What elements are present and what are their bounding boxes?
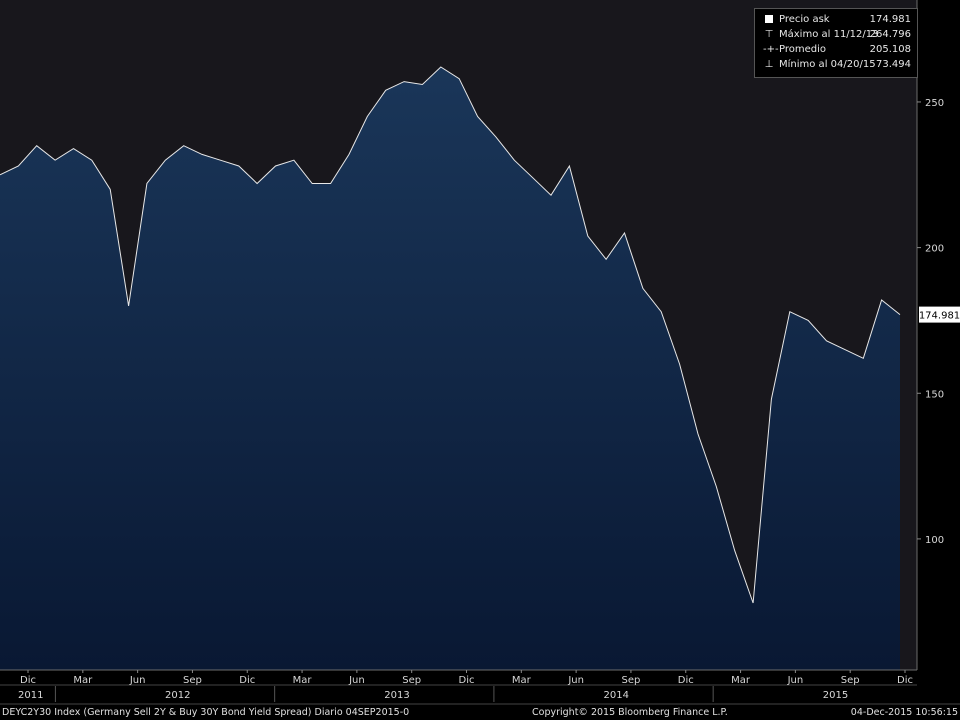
max-marker-icon: ⊤ [764, 29, 774, 40]
avg-marker-icon: -+- [763, 44, 779, 55]
last-price-marker: 174.981 [919, 306, 960, 323]
x-tick-label: Dic [678, 675, 694, 686]
y-tick-label: 200 [925, 244, 944, 255]
legend-label: Mínimo al 04/20/15 [779, 59, 876, 70]
x-tick-label: Mar [512, 675, 532, 686]
x-tick-label: Jun [348, 675, 365, 686]
footer-index-info: DEYC2Y30 Index (Germany Sell 2Y & Buy 30… [2, 707, 410, 718]
x-tick-label: Sep [183, 675, 202, 686]
legend-value: 174.981 [869, 14, 911, 25]
x-tick-label: Mar [293, 675, 313, 686]
y-axis-ticks: 100 150 200 250 [917, 98, 944, 546]
x-tick-label: Mar [73, 675, 93, 686]
series-area [0, 67, 900, 670]
footer-timestamp: 04-Dec-2015 10:56:15 [850, 707, 958, 718]
x-tick-label: Jun [567, 675, 584, 686]
x-tick-label: Sep [622, 675, 641, 686]
x-tick-label: Dic [897, 675, 913, 686]
legend-label: Promedio [779, 44, 827, 55]
legend-value: 205.108 [869, 44, 911, 55]
x-year-label: 2012 [165, 690, 190, 701]
y-tick-label: 100 [925, 535, 944, 546]
x-tick-label: Dic [459, 675, 475, 686]
legend-value: 264.796 [869, 29, 911, 40]
legend-label: Máximo al 11/12/13 [779, 29, 879, 40]
legend-label: Precio ask [779, 14, 830, 25]
x-tick-label: Dic [239, 675, 255, 686]
legend-item-min: ⊥ Mínimo al 04/20/15 73.494 [761, 57, 913, 72]
x-tick-label: Mar [731, 675, 751, 686]
x-tick-label: Jun [787, 675, 804, 686]
series-line [0, 66, 901, 604]
x-tick-label: Jun [129, 675, 146, 686]
y-tick-label: 150 [925, 389, 944, 400]
legend-value: 73.494 [876, 59, 911, 70]
legend-item-max: ⊤ Máximo al 11/12/13 264.796 [761, 27, 913, 42]
x-tick-label: Sep [841, 675, 860, 686]
square-icon [765, 15, 773, 23]
x-tick-label: Dic [20, 675, 36, 686]
x-axis-ticks: Dic Mar Jun Sep Dic Mar Jun Sep Dic Mar Jun Sep Dic M… [18, 670, 913, 702]
last-price-label: 174.981 [919, 311, 960, 322]
x-year-label: 2013 [384, 690, 409, 701]
x-year-label: 2015 [823, 690, 848, 701]
x-tick-label: Sep [402, 675, 421, 686]
min-marker-icon: ⊥ [764, 59, 774, 70]
y-tick-label: 250 [925, 98, 944, 109]
legend-item-price: Precio ask 174.981 [761, 12, 913, 27]
legend: Precio ask 174.981 ⊤ Máximo al 11/12/13 … [754, 8, 918, 78]
x-year-label: 2011 [18, 690, 43, 701]
footer-copyright: Copyright© 2015 Bloomberg Finance L.P. [532, 707, 728, 718]
x-year-label: 2014 [604, 690, 629, 701]
legend-item-avg: -+- Promedio 205.108 [761, 42, 913, 57]
